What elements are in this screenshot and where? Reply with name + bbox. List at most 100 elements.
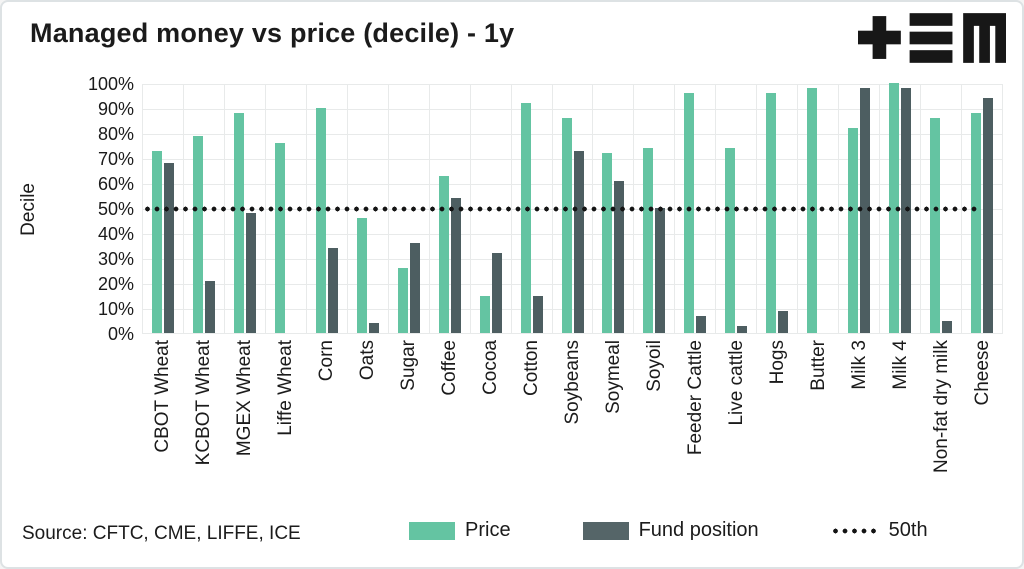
price-bar-non-fat-dry-milk xyxy=(930,118,941,333)
bar-pair-sugar xyxy=(397,243,420,333)
y-tick-100: 100% xyxy=(87,74,134,94)
bar-pair-feeder-cattle xyxy=(684,93,707,333)
x-label-cheese: Cheese xyxy=(971,340,993,406)
x-label-cell-oats: Oats xyxy=(347,340,388,518)
x-label-liffe-wheat: Liffe Wheat xyxy=(274,340,296,436)
x-label-mgex-wheat: MGEX Wheat xyxy=(233,340,255,457)
bar-pair-oats xyxy=(356,218,379,333)
x-label-corn: Corn xyxy=(315,340,337,382)
x-label-cell-soymeal: Soymeal xyxy=(593,340,634,518)
fund-bar-soymeal xyxy=(614,180,625,333)
y-tick-50: 50% xyxy=(97,199,134,219)
bar-pair-liffe-wheat xyxy=(274,143,297,333)
price-bar-cocoa xyxy=(479,295,490,333)
fund-position-swatch-icon xyxy=(582,521,629,540)
x-label-cell-cotton: Cotton xyxy=(511,340,552,518)
bar-pair-soymeal xyxy=(602,153,625,333)
fund-bar-soybeans xyxy=(573,150,584,333)
price-swatch-icon xyxy=(409,521,455,540)
x-label-soymeal: Soymeal xyxy=(602,340,624,414)
y-tick-40: 40% xyxy=(97,224,134,244)
price-bar-cheese xyxy=(971,113,982,333)
fund-bar-cheese xyxy=(983,98,994,333)
category-cell-cheese xyxy=(962,84,1004,333)
x-label-cell-cbot-wheat: CBOT Wheat xyxy=(142,340,183,518)
legend-item-50th: 50th xyxy=(830,519,928,542)
price-bar-soybeans xyxy=(561,118,572,333)
x-label-cell-live-cattle: Live cattle xyxy=(716,340,757,518)
x-label-cell-hogs: Hogs xyxy=(757,340,798,518)
price-bar-corn xyxy=(315,108,326,333)
bar-pair-hogs xyxy=(766,93,789,333)
x-label-butter: Butter xyxy=(807,340,829,391)
legend-price-label: Price xyxy=(465,519,511,541)
plot-area xyxy=(142,83,1004,334)
bar-pair-cotton xyxy=(520,103,543,333)
price-bar-soymeal xyxy=(602,153,613,333)
x-label-soybeans: Soybeans xyxy=(561,340,583,425)
bar-pair-soybeans xyxy=(561,118,584,333)
x-label-cotton: Cotton xyxy=(520,340,542,396)
x-label-feeder-cattle: Feeder Cattle xyxy=(684,340,706,456)
x-label-cbot-wheat: CBOT Wheat xyxy=(151,340,173,453)
x-label-cell-soyoil: Soyoil xyxy=(634,340,675,518)
fifty-percent-reference-line xyxy=(143,206,981,212)
bar-pair-cheese xyxy=(971,98,994,333)
source-text: Source: CFTC, CME, LIFFE, ICE xyxy=(22,523,301,544)
y-tick-80: 80% xyxy=(97,124,134,144)
price-bar-mgex-wheat xyxy=(233,113,244,333)
price-bar-liffe-wheat xyxy=(274,143,285,333)
bar-pair-non-fat-dry-milk xyxy=(930,118,953,333)
x-label-soyoil: Soyoil xyxy=(643,340,665,392)
x-label-non-fat-dry-milk: Non-fat dry milk xyxy=(930,340,952,474)
chart-title: Managed money vs price (decile) - 1y xyxy=(30,18,515,48)
x-label-cell-coffee: Coffee xyxy=(429,340,470,518)
x-label-milk-4: Milk 4 xyxy=(889,340,911,390)
x-label-cell-cocoa: Cocoa xyxy=(470,340,511,518)
legend-item-price: Price xyxy=(409,519,511,542)
bar-pair-soyoil xyxy=(643,148,666,333)
x-label-cell-liffe-wheat: Liffe Wheat xyxy=(265,340,306,518)
x-label-cell-mgex-wheat: MGEX Wheat xyxy=(224,340,265,518)
y-tick-10: 10% xyxy=(97,299,134,319)
legend-item-fund-position: Fund position xyxy=(582,519,759,542)
fund-bar-cbot-wheat xyxy=(163,163,174,333)
bar-pair-coffee xyxy=(438,175,461,333)
price-bar-milk-3 xyxy=(848,128,859,333)
legend: Price Fund position 50th xyxy=(409,519,928,542)
x-label-cell-milk-3: Milk 3 xyxy=(839,340,880,518)
x-label-sugar: Sugar xyxy=(397,340,419,391)
y-tick-0: 0% xyxy=(107,324,134,344)
x-label-cell-cheese: Cheese xyxy=(962,340,1003,518)
fund-bar-cocoa xyxy=(491,253,502,333)
x-label-cocoa: Cocoa xyxy=(479,340,501,395)
price-bar-feeder-cattle xyxy=(684,93,695,333)
price-bar-sugar xyxy=(397,268,408,333)
price-bar-coffee xyxy=(438,175,449,333)
y-axis-title: Decile xyxy=(16,84,42,334)
bar-pair-live-cattle xyxy=(725,148,748,333)
x-label-oats: Oats xyxy=(356,340,378,381)
fund-bar-corn xyxy=(327,248,338,333)
fund-bar-feeder-cattle xyxy=(696,315,707,333)
x-label-cell-corn: Corn xyxy=(306,340,347,518)
price-bar-hogs xyxy=(766,93,777,333)
x-label-live-cattle: Live cattle xyxy=(725,340,747,426)
x-label-kcbot-wheat: KCBOT Wheat xyxy=(192,340,214,466)
x-label-cell-non-fat-dry-milk: Non-fat dry milk xyxy=(921,340,962,518)
price-bar-cbot-wheat xyxy=(151,150,162,333)
fund-bar-live-cattle xyxy=(737,325,748,333)
fund-bar-oats xyxy=(368,323,379,333)
price-bar-kcbot-wheat xyxy=(192,135,203,333)
price-bar-live-cattle xyxy=(725,148,736,333)
x-label-cell-milk-4: Milk 4 xyxy=(880,340,921,518)
fund-bar-coffee xyxy=(450,198,461,333)
tem-logo xyxy=(858,11,1006,65)
y-tick-70: 70% xyxy=(97,149,134,169)
x-label-hogs: Hogs xyxy=(766,340,788,385)
dotted-line-icon xyxy=(830,527,879,534)
x-axis-labels: CBOT Wheat KCBOT Wheat MGEX Wheat Liffe Whe… xyxy=(142,340,1003,518)
bar-pair-cbot-wheat xyxy=(151,150,174,333)
bar-pair-cocoa xyxy=(479,253,502,333)
